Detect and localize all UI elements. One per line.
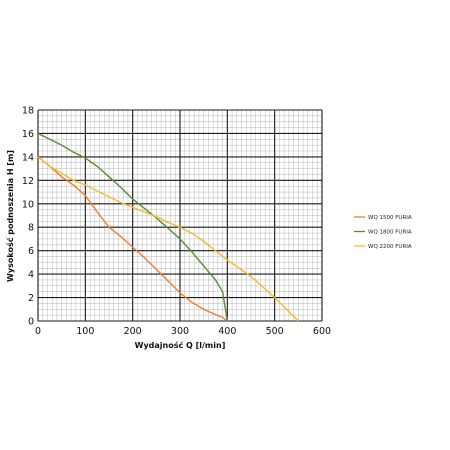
legend-label: WQ 2200 FURIA — [368, 244, 412, 250]
legend-label: WQ 1800 FURIA — [368, 230, 412, 236]
legend: WQ 1500 FURIA WQ 1800 FURIA WQ 2200 FURIA — [354, 215, 412, 250]
x-tick-label: 500 — [266, 326, 284, 337]
series-layer — [37, 132, 299, 322]
series-line-1 — [37, 156, 228, 322]
x-axis-title: Wydajność Q [l/min] — [135, 340, 226, 350]
y-tick-label: 12 — [22, 176, 34, 187]
x-tick-label: 200 — [124, 326, 142, 337]
y-tick-label: 18 — [22, 106, 34, 117]
y-tick-label: 2 — [28, 293, 34, 304]
legend-label: WQ 1500 FURIA — [368, 215, 412, 221]
series-line-3 — [37, 156, 299, 322]
y-tick-label: 10 — [22, 199, 34, 210]
y-tick-labels: 0 2 4 6 8 10 12 14 16 18 — [22, 106, 34, 328]
y-tick-label: 8 — [28, 223, 34, 234]
x-tick-label: 400 — [218, 326, 236, 337]
x-tick-labels: 0 100 200 300 400 500 600 — [35, 326, 331, 337]
x-tick-label: 600 — [313, 326, 331, 337]
y-tick-label: 6 — [28, 246, 34, 257]
y-tick-label: 4 — [28, 270, 34, 281]
x-tick-label: 300 — [171, 326, 189, 337]
series-line-2 — [37, 132, 229, 322]
y-tick-label: 14 — [22, 152, 34, 163]
x-tick-label: 0 — [35, 326, 41, 337]
y-axis-title: Wysokość podnoszenia H [m] — [5, 150, 15, 282]
y-tick-label: 0 — [28, 317, 34, 328]
x-tick-label: 100 — [76, 326, 94, 337]
y-tick-label: 16 — [22, 129, 34, 140]
